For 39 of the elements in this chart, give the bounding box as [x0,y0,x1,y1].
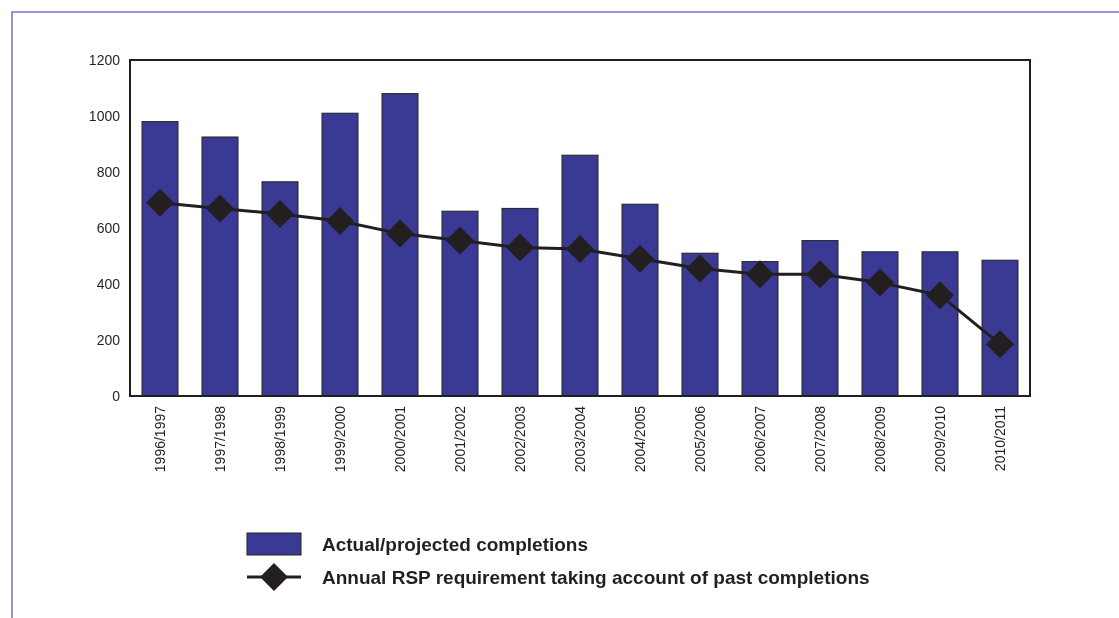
y-tick-label: 200 [96,331,121,348]
x-tick-label: 1998/1999 [272,405,288,473]
x-tick-label: 2010/2011 [992,405,1008,472]
x-tick-label: 2003/2004 [572,405,588,473]
legend-label: Annual RSP requirement taking account of past completions [322,566,870,588]
point [506,233,534,262]
point [806,260,834,289]
y-tick-label: 1200 [88,51,121,68]
point [626,244,654,273]
y-tick-label: 1000 [88,107,121,124]
point [986,330,1014,359]
point [206,194,234,223]
y-tick-label: 400 [96,275,121,292]
point [566,235,594,263]
point [866,268,894,297]
point [326,207,354,235]
point [686,254,714,283]
point [746,260,774,289]
point [446,226,474,255]
y-tick-label: 600 [96,219,121,236]
x-tick-label: 2007/2008 [812,405,828,473]
x-tick-label: 2002/2003 [512,405,528,473]
x-tick-label: 2001/2002 [452,405,468,473]
y-tick-label: 0 [112,387,121,404]
x-tick-label: 2006/2007 [752,405,768,473]
x-tick-label: 2005/2006 [692,405,708,473]
x-tick-label: 2008/2009 [872,405,888,473]
point [926,281,954,310]
point [386,219,414,248]
point [146,188,174,217]
point [266,200,294,228]
x-tick-label: 1997/1998 [212,405,228,473]
x-tick-label: 1996/1997 [152,405,168,473]
x-tick-label: 2009/2010 [932,405,948,473]
y-tick-label: 800 [96,163,121,180]
x-tick-label: 1999/2000 [332,405,348,473]
x-tick-label: 2004/2005 [632,405,648,473]
legend-label: Actual/projected completions [322,533,589,555]
x-tick-label: 2000/2001 [392,405,408,473]
